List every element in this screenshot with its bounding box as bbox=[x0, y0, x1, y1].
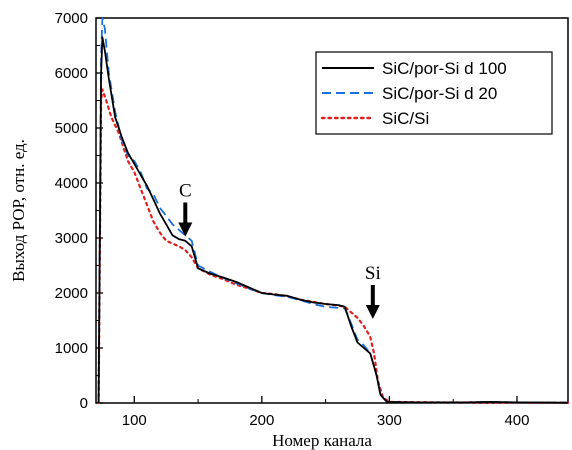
annotation-label: Si bbox=[365, 263, 381, 284]
series-line bbox=[97, 36, 569, 404]
y-tick-label: 0 bbox=[80, 395, 88, 412]
annotation: Si bbox=[365, 263, 381, 319]
x-tick-label: 300 bbox=[377, 412, 402, 429]
down-arrow-icon bbox=[178, 222, 193, 237]
annotation-label: C bbox=[179, 181, 192, 202]
legend-label: SiC/Si bbox=[382, 109, 429, 128]
annotation: C bbox=[178, 181, 193, 237]
y-tick-label: 4000 bbox=[55, 175, 88, 192]
x-tick-label: 100 bbox=[122, 412, 147, 429]
y-tick-label: 3000 bbox=[55, 230, 88, 247]
legend-label: SiC/por-Si d 100 bbox=[382, 59, 507, 78]
down-arrow-icon bbox=[365, 305, 380, 319]
legend-label: SiC/por-Si d 20 bbox=[382, 84, 497, 103]
series-line bbox=[97, 88, 570, 405]
y-tick-label: 7000 bbox=[55, 10, 88, 27]
annotations: C Si bbox=[178, 181, 381, 319]
y-tick-label: 2000 bbox=[55, 285, 88, 302]
y-tick-label: 5000 bbox=[55, 120, 88, 137]
x-tick-label: 400 bbox=[504, 412, 529, 429]
legend-item: SiC/Si bbox=[320, 109, 429, 128]
legend-item: SiC/por-Si d 20 bbox=[322, 84, 497, 103]
legend: SiC/por-Si d 100 SiC/por-Si d 20 SiC/Si bbox=[315, 51, 553, 135]
x-axis: 100 200 300 400 bbox=[122, 396, 529, 429]
y-tick-label: 6000 bbox=[55, 65, 88, 82]
y-tick-label: 1000 bbox=[55, 340, 88, 357]
y-axis-title: Выход РОР, отн. ед. bbox=[9, 139, 28, 282]
x-tick-label: 200 bbox=[249, 412, 274, 429]
legend-item: SiC/por-Si d 100 bbox=[322, 59, 507, 78]
x-axis-title: Номер канала bbox=[272, 431, 372, 450]
series-layer bbox=[97, 17, 570, 405]
